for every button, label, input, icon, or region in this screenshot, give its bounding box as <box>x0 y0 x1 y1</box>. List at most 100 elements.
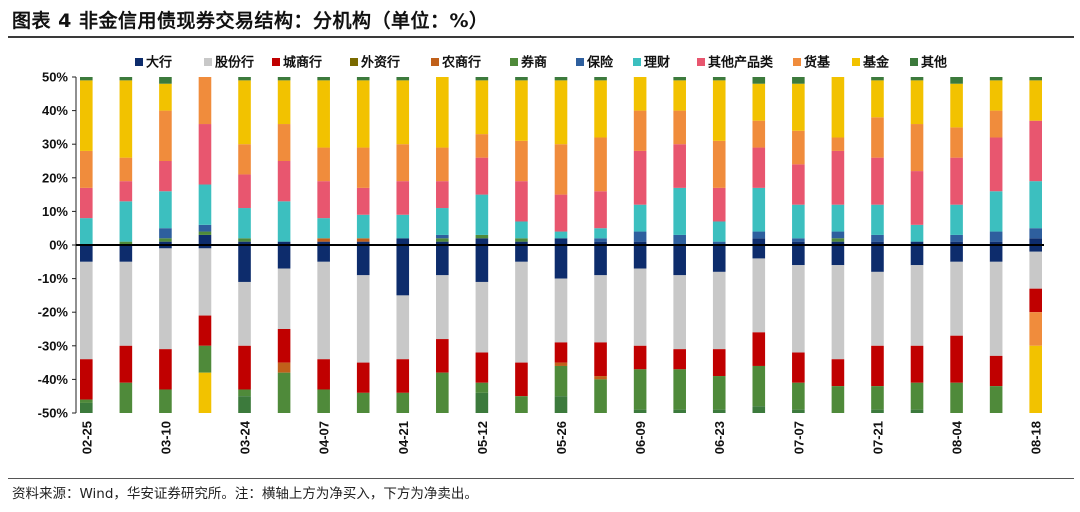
bar-7-sell-券商 <box>356 392 370 413</box>
bar-17-sell-城商行 <box>752 332 766 366</box>
bar-13-sell-大行 <box>594 245 607 276</box>
bar-20-sell-券商 <box>871 386 884 410</box>
bar-13-buy-保险 <box>594 238 607 242</box>
bar-7-buy-其他产品类 <box>356 187 370 215</box>
bar-18-sell-股份行 <box>792 265 805 353</box>
y-tick-label-1: 40% <box>42 103 68 118</box>
x-tick-label-10: 07-21 <box>870 421 885 454</box>
bar-13-buy-理财 <box>594 228 607 239</box>
bar-19-buy-理财 <box>831 204 845 232</box>
bar-15-buy-其他 <box>673 77 686 81</box>
bar-5-buy-大行 <box>277 241 291 245</box>
x-tick-label-11: 08-04 <box>950 420 965 454</box>
bar-9-sell-券商 <box>436 372 449 413</box>
bar-15-sell-其他 <box>673 409 686 413</box>
bar-9-sell-大行 <box>436 245 449 276</box>
bar-7-buy-大行 <box>356 241 370 245</box>
bar-7-buy-农商行 <box>356 238 370 242</box>
bar-14-sell-券商 <box>633 369 647 410</box>
bar-0-buy-其他 <box>80 77 93 81</box>
source-note: 资料来源：Wind，华安证券研究所。注：横轴上方为净买入，下方为净卖出。 <box>12 486 478 502</box>
bar-20-buy-其他产品类 <box>871 157 884 205</box>
bar-12-sell-大行 <box>554 245 568 279</box>
bar-17-sell-券商 <box>752 365 766 407</box>
y-tick-label-7: -20% <box>38 305 69 320</box>
bar-21-sell-城商行 <box>910 345 924 383</box>
y-tick-label-3: 20% <box>42 170 68 185</box>
bar-0-sell-其他 <box>80 402 93 413</box>
bar-16-buy-基金 <box>712 80 726 141</box>
bar-2-buy-大行 <box>159 241 172 245</box>
bar-17-sell-股份行 <box>752 258 766 333</box>
x-tick-label-2: 03-24 <box>238 420 253 454</box>
bar-20-buy-大行 <box>871 241 884 245</box>
bar-14-buy-货基 <box>633 110 647 151</box>
bar-7-buy-理财 <box>356 214 370 239</box>
bar-4-buy-理财 <box>238 208 251 239</box>
y-tick-label-5: 0% <box>49 238 68 253</box>
bar-6-buy-其他产品类 <box>317 181 330 219</box>
bar-0-buy-理财 <box>80 218 93 245</box>
bar-9-buy-货基 <box>436 147 449 182</box>
bar-16-sell-城商行 <box>712 349 726 377</box>
bar-11-buy-券商 <box>515 238 528 242</box>
bar-24-buy-其他产品类 <box>1029 120 1042 182</box>
bar-19-buy-其他产品类 <box>831 150 845 205</box>
bar-10-sell-城商行 <box>475 352 489 383</box>
bar-18-buy-理财 <box>792 204 805 239</box>
bar-14-buy-保险 <box>633 231 647 242</box>
bar-17-buy-其他产品类 <box>752 147 766 188</box>
bar-15-buy-基金 <box>673 80 686 111</box>
bar-13-buy-货基 <box>594 137 607 192</box>
bar-9-sell-股份行 <box>436 275 449 340</box>
bar-3-sell-券商 <box>198 345 212 373</box>
bar-11-buy-货基 <box>515 140 528 182</box>
bar-17-sell-其他 <box>752 406 766 413</box>
bar-19-buy-基金 <box>831 77 845 138</box>
bar-5-buy-理财 <box>277 201 291 242</box>
bar-6-sell-城商行 <box>317 359 330 390</box>
bar-3-buy-理财 <box>198 184 212 225</box>
bar-15-sell-股份行 <box>673 275 686 350</box>
bar-1-sell-券商 <box>119 382 133 413</box>
bar-18-buy-保险 <box>792 238 805 242</box>
bar-18-buy-货基 <box>792 130 805 165</box>
bar-5-buy-其他 <box>277 77 291 81</box>
bar-10-sell-股份行 <box>475 281 489 353</box>
bar-1-buy-基金 <box>119 80 133 158</box>
bar-2-buy-其他产品类 <box>159 161 172 192</box>
footer-rule <box>8 478 1074 479</box>
bar-13-sell-股份行 <box>594 275 607 343</box>
bar-22-buy-其他 <box>950 77 963 84</box>
y-axis: 50% 40% 30% 20% 10% 0% -10% -20% -30% -40% -50% <box>38 70 77 421</box>
x-tick-label-6: 05-26 <box>554 421 569 454</box>
bar-layer <box>80 77 1042 413</box>
bar-9-buy-基金 <box>436 77 449 148</box>
bar-17-buy-大行 <box>752 238 766 245</box>
bar-15-buy-理财 <box>673 187 686 235</box>
bar-11-buy-理财 <box>515 221 528 239</box>
legend-label-6: 保险 <box>586 55 614 71</box>
y-tick-label-0: 50% <box>42 70 68 85</box>
bar-15-sell-城商行 <box>673 349 686 370</box>
bar-19-sell-大行 <box>831 245 845 266</box>
bar-24-sell-城商行 <box>1029 288 1042 313</box>
bar-14-sell-大行 <box>633 245 647 269</box>
bar-7-sell-城商行 <box>356 362 370 393</box>
bar-21-buy-其他产品类 <box>910 171 924 225</box>
bar-10-sell-券商 <box>475 382 489 393</box>
bar-4-buy-货基 <box>238 144 251 175</box>
bar-22-buy-保险 <box>950 234 963 242</box>
bar-5-sell-股份行 <box>277 268 291 329</box>
bar-21-sell-股份行 <box>910 265 924 346</box>
bar-1-buy-其他产品类 <box>119 181 133 202</box>
bar-6-buy-理财 <box>317 218 330 239</box>
bar-3-buy-货基 <box>198 77 212 125</box>
bar-13-sell-农商行 <box>594 376 607 380</box>
bar-3-buy-券商 <box>198 231 212 235</box>
bar-22-sell-大行 <box>950 245 963 262</box>
bar-12-sell-券商 <box>554 365 568 397</box>
bar-0-sell-城商行 <box>80 359 93 400</box>
bar-16-sell-券商 <box>712 376 726 410</box>
bar-22-buy-其他产品类 <box>950 157 963 205</box>
